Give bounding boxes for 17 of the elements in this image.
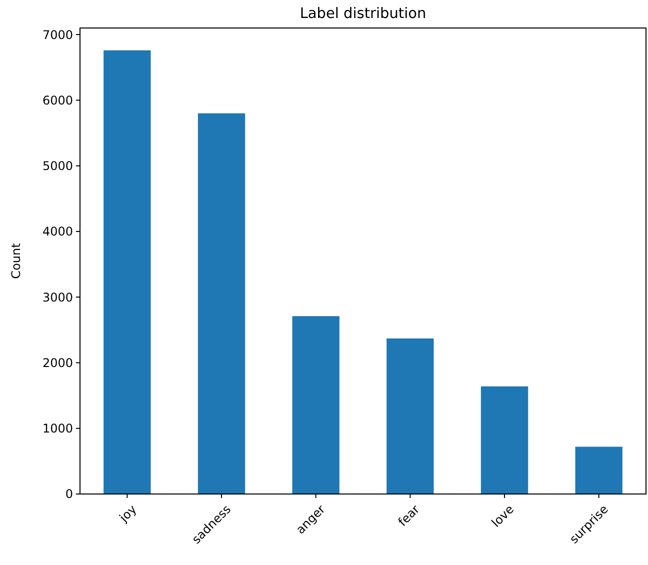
bar [480, 386, 528, 494]
y-tick-label: 4000 [42, 224, 73, 239]
y-tick-label: 2000 [42, 356, 73, 370]
y-tick-label: 1000 [42, 422, 73, 436]
chart-title: Label distribution [300, 6, 426, 22]
bar [104, 50, 151, 494]
bar [575, 446, 622, 494]
bar [198, 113, 246, 494]
y-tick-label: 3000 [42, 290, 73, 304]
bar [292, 316, 340, 494]
y-tick-label: 5000 [42, 159, 73, 174]
y-tick-label: 6000 [42, 93, 73, 108]
bar [386, 338, 434, 494]
y-axis-title: Count [9, 242, 23, 279]
x-tick-label: joy [116, 502, 140, 526]
y-tick-label: 0 [65, 487, 73, 502]
y-tick-label: 7000 [42, 28, 73, 42]
